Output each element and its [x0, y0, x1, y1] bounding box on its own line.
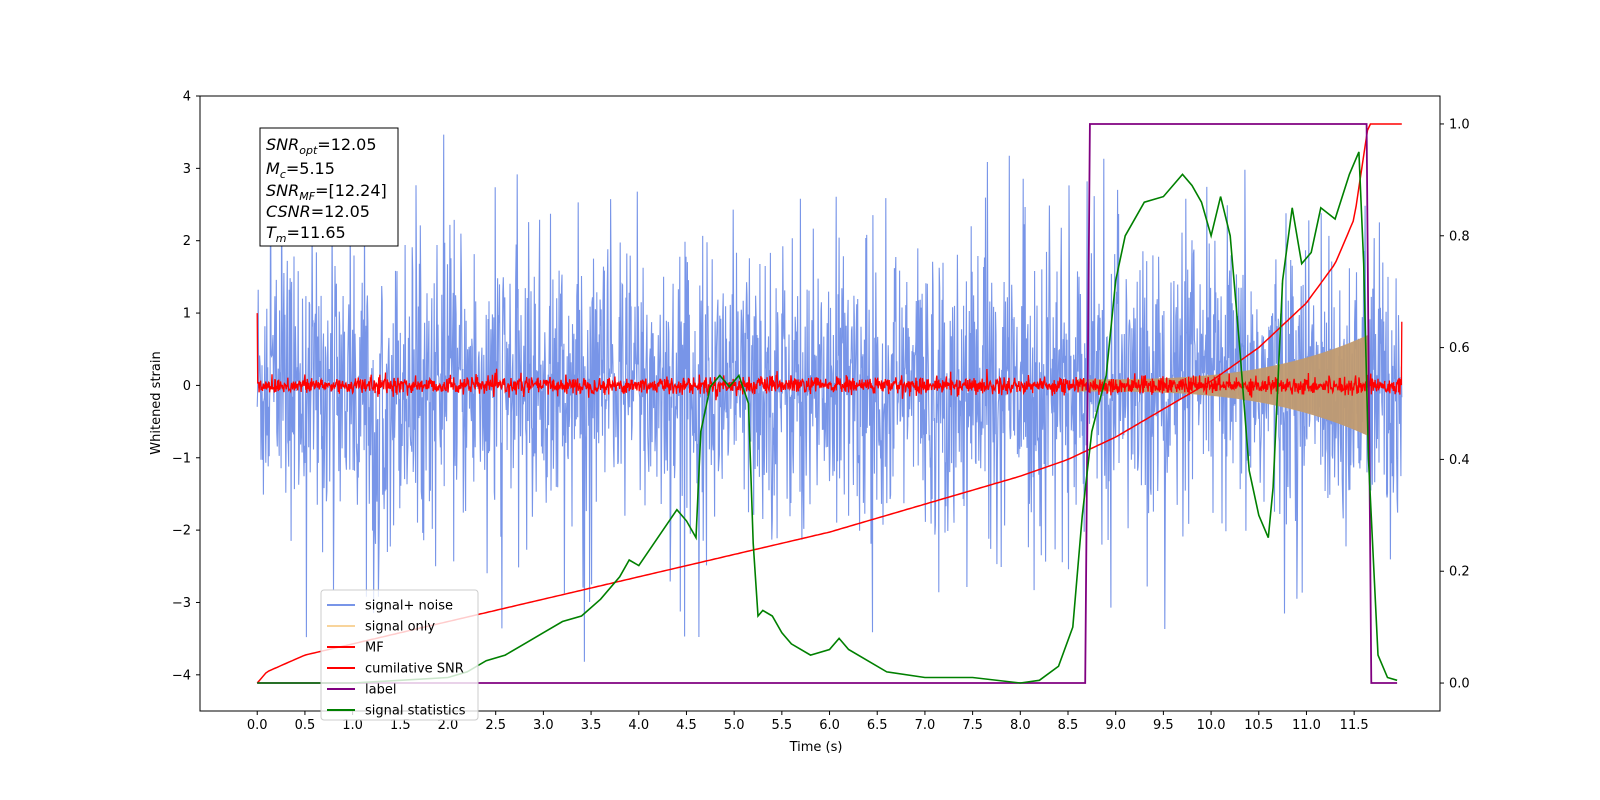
x-tick-label: 1.0 [342, 718, 363, 733]
x-tick-label: 0.5 [295, 718, 316, 733]
y-axis-right: 1.0 0.8 0.6 0.4 0.2 0.0 [1440, 117, 1470, 692]
x-tick-label: 7.5 [962, 718, 983, 733]
series-mf [256, 313, 1403, 401]
x-tick-label: 4.5 [676, 718, 697, 733]
x-tick-label: 11.5 [1340, 718, 1369, 733]
legend-label: MF [365, 641, 384, 656]
x-tick-label: 4.0 [628, 718, 649, 733]
legend-frame [320, 589, 479, 721]
legend-label: label [365, 683, 396, 698]
y-tick-label: 3 [183, 162, 191, 177]
legend-items: signal+ noise signal only MF cumilative SNR… [327, 599, 466, 719]
info-csnr: CSNR=12.05 [266, 202, 370, 221]
x-tick-label: 2.5 [485, 718, 506, 733]
y2-tick-label: 1.0 [1449, 117, 1470, 132]
y2-tick-label: 0.6 [1449, 341, 1470, 356]
x-axis-label: Time (s) [789, 740, 843, 755]
x-tick-label: 6.5 [867, 718, 888, 733]
info-box: SNRopt=12.05 Mc=5.15 SNRMF=[12.24] CSNR=… [259, 127, 399, 247]
x-tick-label: 3.0 [533, 718, 554, 733]
y-tick-label: −2 [172, 524, 191, 539]
y2-tick-label: 0.0 [1449, 677, 1470, 692]
legend-label: signal statistics [365, 704, 466, 719]
x-tick-label: 1.5 [390, 718, 411, 733]
x-axis: 0.0 0.5 1.0 1.5 2.0 2.5 3.0 3.5 4.0 4.5 5.0 5.5 6.0 6… [247, 711, 1369, 733]
x-tick-label: 8.5 [1058, 718, 1079, 733]
info-tm: Tm=11.65 [266, 223, 346, 245]
y-tick-label: 1 [183, 307, 191, 322]
y-axis-label: Whitened strain [149, 351, 164, 454]
x-tick-label: 5.5 [772, 718, 793, 733]
y-tick-label: −1 [172, 451, 191, 466]
info-snr-opt: SNRopt=12.05 [266, 135, 377, 157]
x-tick-label: 0.0 [247, 718, 268, 733]
y-tick-label: −4 [172, 668, 191, 683]
y-tick-label: 2 [183, 234, 191, 249]
series-label [257, 123, 1398, 684]
y-axis-left: 4 3 2 1 0 −1 −2 −3 −4 [172, 90, 200, 683]
x-tick-label: 5.0 [724, 718, 745, 733]
info-snr-mf: SNRMF=[12.24] [266, 181, 387, 203]
info-box-frame [259, 127, 399, 247]
y-tick-label: 0 [183, 379, 191, 394]
x-tick-label: 8.0 [1010, 718, 1031, 733]
y2-tick-label: 0.8 [1449, 229, 1470, 244]
plot-frame [199, 95, 1441, 712]
x-tick-label: 3.5 [581, 718, 602, 733]
legend-label: signal+ noise [365, 599, 453, 614]
legend-label: signal only [365, 620, 435, 635]
x-tick-label: 2.0 [438, 718, 459, 733]
y2-tick-label: 0.2 [1449, 565, 1470, 580]
x-tick-label: 9.0 [1105, 718, 1126, 733]
x-tick-label: 10.0 [1197, 718, 1226, 733]
x-tick-label: 7.0 [915, 718, 936, 733]
x-tick-label: 10.5 [1244, 718, 1273, 733]
y-tick-label: −3 [172, 596, 191, 611]
legend: signal+ noise signal only MF cumilative SNR… [320, 589, 479, 721]
info-mc: Mc=5.15 [266, 159, 335, 181]
y2-tick-label: 0.4 [1449, 453, 1470, 468]
x-tick-label: 11.0 [1292, 718, 1321, 733]
series-signal-statistics [257, 151, 1398, 684]
legend-label: cumilative SNR [365, 662, 464, 677]
y-tick-label: 4 [183, 90, 191, 105]
x-tick-label: 6.0 [819, 718, 840, 733]
x-tick-label: 9.5 [1153, 718, 1174, 733]
